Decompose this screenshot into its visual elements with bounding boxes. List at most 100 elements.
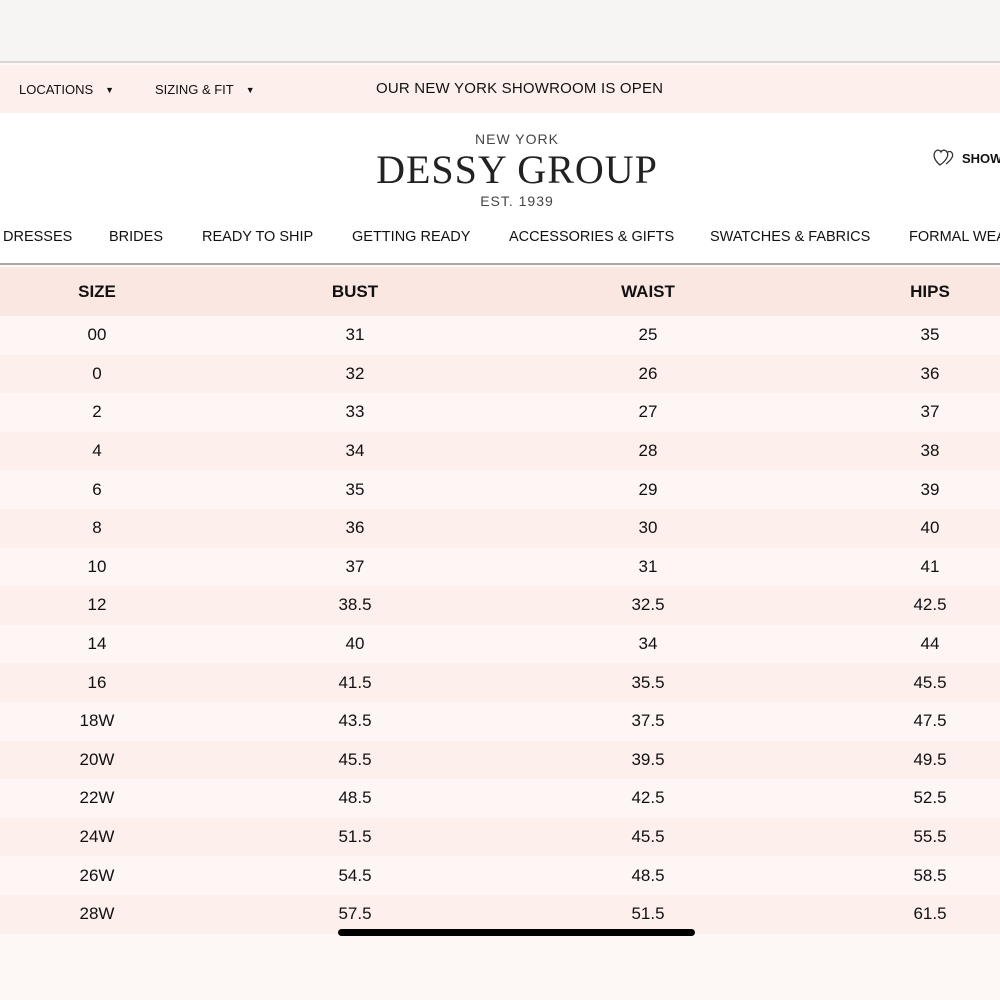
table-row: 16 41.5 35.5 45.5 (0, 663, 1000, 702)
cell-waist: 39.5 (631, 749, 665, 769)
promo-message[interactable]: OUR NEW YORK SHOWROOM IS OPEN (376, 80, 664, 97)
table-row: 12 38.5 32.5 42.5 (0, 586, 1000, 625)
header-waist: WAIST (621, 281, 675, 301)
cell-size: 12 (87, 595, 107, 615)
size-chart-table: SIZE BUST WAIST HIPS 00 31 25 35 0 32 26 36 2 33 2… (0, 267, 1000, 934)
cell-bust: 41.5 (338, 672, 372, 692)
cell-hips: 45.5 (913, 672, 947, 692)
nav-formal-wear[interactable]: FORMAL WEA (909, 229, 1000, 245)
table-row: 14 40 34 44 (0, 624, 1000, 664)
cell-size: 28W (79, 904, 115, 924)
logo-est: EST. 1939 (480, 193, 554, 209)
cell-waist: 32.5 (631, 595, 665, 615)
cell-size: 14 (87, 634, 107, 654)
cell-bust: 31 (345, 325, 365, 345)
showroom-link[interactable]: SHOW (932, 146, 1000, 171)
table-row: 2 33 27 37 (0, 393, 1000, 432)
header-size: SIZE (78, 281, 116, 301)
table-row: 8 36 30 40 (0, 508, 1000, 548)
table-row: 18W 43.5 37.5 47.5 (0, 701, 1000, 741)
cell-bust: 33 (345, 402, 365, 422)
scroll-indicator[interactable] (338, 929, 695, 936)
table-row: 0 32 26 36 (0, 354, 1000, 394)
table-row: 26W 54.5 48.5 58.5 (0, 856, 1000, 895)
sizing-fit-dropdown[interactable]: SIZING & FIT ▼ (155, 82, 255, 97)
table-row: 24W 51.5 45.5 55.5 (0, 817, 1000, 857)
cell-size: 24W (79, 827, 115, 847)
table-row: 10 37 31 41 (0, 547, 1000, 587)
cell-bust: 37 (345, 556, 365, 576)
cell-waist: 35.5 (631, 672, 665, 692)
cell-size: 8 (92, 518, 102, 538)
logo-name: DESSY GROUP (376, 147, 658, 192)
table-row: 6 35 29 39 (0, 470, 1000, 509)
cell-size: 20W (79, 749, 115, 769)
nav-ready-to-ship[interactable]: READY TO SHIP (202, 229, 314, 245)
cell-bust: 57.5 (338, 904, 372, 924)
cell-waist: 51.5 (631, 904, 665, 924)
nav-accessories-gifts[interactable]: ACCESSORIES & GIFTS (509, 229, 675, 245)
hearts-icon (932, 146, 956, 171)
cell-bust: 35 (345, 479, 365, 499)
cell-waist: 28 (638, 441, 658, 461)
header-bust: BUST (331, 281, 379, 301)
cell-waist: 48.5 (631, 865, 665, 885)
cell-size: 00 (87, 325, 107, 345)
cell-hips: 37 (920, 402, 940, 422)
cell-hips: 40 (920, 518, 940, 538)
cell-waist: 29 (638, 479, 658, 499)
cell-hips: 39 (920, 479, 940, 499)
top-blank-area (0, 0, 1000, 63)
caret-down-icon: ▼ (245, 84, 255, 95)
nav-swatches-fabrics[interactable]: SWATCHES & FABRICS (710, 229, 871, 245)
cell-waist: 26 (638, 363, 658, 383)
cell-waist: 37.5 (631, 711, 665, 731)
nav-dresses[interactable]: DRESSES (3, 229, 73, 245)
table-row: 20W 45.5 39.5 49.5 (0, 740, 1000, 780)
nav-getting-ready[interactable]: GETTING READY (352, 229, 471, 245)
cell-bust: 40 (345, 634, 365, 654)
cell-hips: 38 (920, 441, 940, 461)
cell-size: 6 (92, 479, 102, 499)
cell-hips: 49.5 (913, 749, 947, 769)
cell-hips: 35 (920, 325, 940, 345)
logo[interactable]: NEW YORK DESSY GROUP EST. 1939 (376, 131, 658, 209)
cell-bust: 38.5 (338, 595, 372, 615)
table-row: 00 31 25 35 (0, 316, 1000, 355)
cell-size: 4 (92, 441, 102, 461)
cell-size: 0 (92, 363, 102, 383)
site-header: NEW YORK DESSY GROUP EST. 1939 SHOW DRES… (0, 113, 1000, 265)
cell-hips: 44 (920, 634, 940, 654)
cell-hips: 55.5 (913, 827, 947, 847)
show-label: SHOW (962, 151, 1000, 166)
locations-dropdown[interactable]: LOCATIONS ▼ (19, 82, 114, 97)
cell-hips: 42.5 (913, 595, 947, 615)
table-row: 28W 57.5 51.5 61.5 (0, 894, 1000, 934)
sizing-label: SIZING & FIT (155, 82, 234, 97)
cell-bust: 48.5 (338, 788, 372, 808)
cell-waist: 31 (638, 556, 658, 576)
cell-waist: 45.5 (631, 827, 665, 847)
cell-bust: 45.5 (338, 749, 372, 769)
nav-brides[interactable]: BRIDES (109, 229, 163, 245)
cell-hips: 36 (920, 363, 940, 383)
cell-bust: 32 (345, 363, 365, 383)
cell-size: 16 (87, 672, 107, 692)
cell-waist: 25 (638, 325, 658, 345)
cell-hips: 61.5 (913, 904, 947, 924)
cell-size: 10 (87, 556, 107, 576)
cell-size: 22W (79, 788, 115, 808)
cell-bust: 36 (345, 518, 365, 538)
cell-bust: 43.5 (338, 711, 372, 731)
cell-size: 2 (92, 402, 102, 422)
header-hips: HIPS (910, 281, 950, 301)
table-row: 22W 48.5 42.5 52.5 (0, 779, 1000, 818)
cell-bust: 34 (345, 441, 365, 461)
cell-hips: 52.5 (913, 788, 947, 808)
cell-hips: 41 (920, 556, 940, 576)
cell-waist: 42.5 (631, 788, 665, 808)
cell-waist: 27 (638, 402, 658, 422)
cell-waist: 34 (638, 634, 658, 654)
logo-city: NEW YORK (475, 131, 559, 147)
promo-bar: LOCATIONS ▼ SIZING & FIT ▼ OUR NEW YORK … (0, 65, 1000, 113)
